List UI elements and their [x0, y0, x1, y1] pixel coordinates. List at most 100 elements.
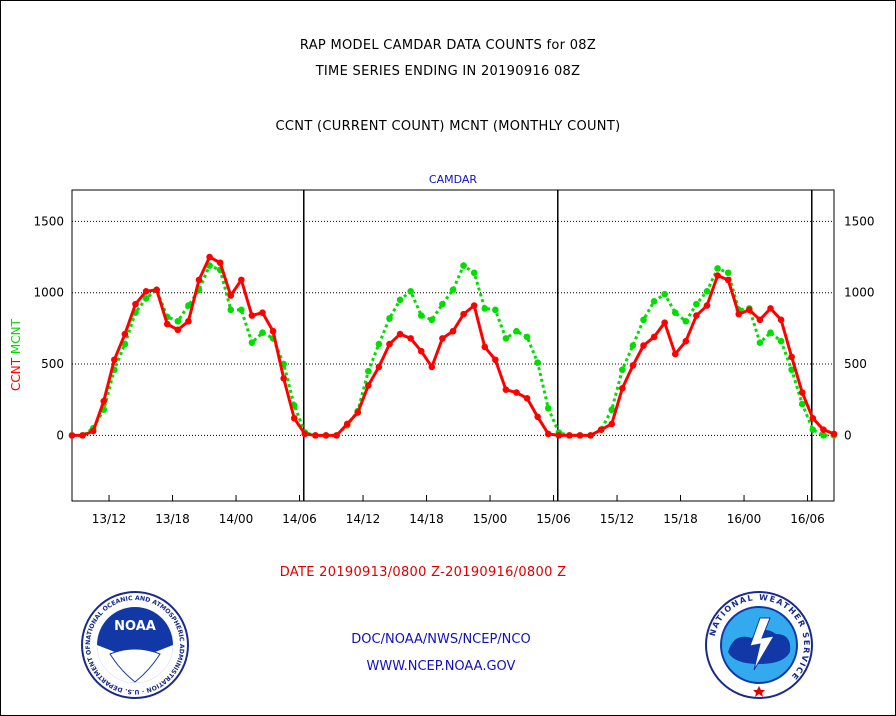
point-ccnt [269, 327, 277, 335]
point-mcnt [640, 316, 647, 324]
noaa-logo: NOAA NATIONAL OCEANIC AND ATMOSPHERIC AD… [80, 590, 189, 699]
nws-logo: NATIONAL WEATHER SERVICE [705, 591, 813, 699]
point-mcnt [407, 287, 414, 295]
point-mcnt [227, 306, 235, 314]
point-mcnt [470, 269, 478, 277]
point-ccnt [820, 426, 827, 433]
point-ccnt [216, 259, 224, 267]
x-tick-label: 13/18 [155, 512, 190, 526]
point-mcnt [661, 290, 668, 298]
point-mcnt [460, 262, 467, 269]
point-ccnt [396, 330, 404, 338]
chart-title-line2: TIME SERIES ENDING IN 20190916 08Z [315, 64, 581, 79]
point-mcnt [724, 269, 732, 277]
point-mcnt [703, 287, 711, 295]
point-mcnt [365, 367, 372, 375]
point-ccnt [513, 389, 520, 396]
point-ccnt [735, 310, 743, 318]
point-ccnt [100, 397, 108, 405]
point-mcnt [534, 359, 541, 366]
point-ccnt [756, 316, 764, 324]
y-axis-label-mcnt: MCNT [9, 318, 23, 358]
point-ccnt [68, 432, 76, 439]
point-ccnt [629, 362, 637, 369]
point-ccnt [724, 276, 732, 284]
point-mcnt [174, 317, 182, 325]
point-ccnt [523, 394, 531, 402]
point-ccnt [185, 317, 192, 325]
point-mcnt [756, 339, 764, 346]
point-ccnt [142, 287, 150, 295]
point-mcnt [544, 404, 552, 412]
point-mcnt [513, 327, 520, 335]
point-ccnt [502, 386, 510, 394]
footer-url-label: WWW.NCEP.NOAA.GOV [366, 659, 516, 674]
point-mcnt [619, 366, 626, 374]
point-ccnt [227, 292, 235, 299]
point-ccnt [301, 430, 309, 438]
point-ccnt [375, 363, 383, 371]
y-tick-label-right: 1000 [844, 286, 875, 300]
point-ccnt [312, 432, 319, 439]
chart-title-line1: RAP MODEL CAMDAR DATA COUNTS for 08Z [299, 38, 597, 53]
point-ccnt [439, 335, 446, 342]
point-mcnt [767, 329, 774, 336]
point-ccnt [640, 342, 647, 349]
point-mcnt [417, 312, 425, 319]
point-ccnt [597, 426, 605, 433]
point-mcnt [449, 286, 457, 294]
point-ccnt [767, 305, 774, 312]
y-tick-label-right: 0 [844, 428, 852, 442]
point-mcnt [481, 305, 489, 312]
point-mcnt [396, 296, 404, 304]
point-mcnt [238, 306, 245, 314]
y-tick-label-left: 1500 [33, 214, 64, 228]
y-tick-label-left: 500 [41, 357, 64, 371]
point-mcnt [809, 426, 817, 433]
y-axis-label-ccnt: CCNT [9, 357, 23, 391]
point-ccnt [544, 430, 552, 438]
plot-area [71, 189, 835, 502]
x-tick-label: 15/06 [536, 512, 571, 526]
point-ccnt [322, 432, 330, 439]
x-tick-label: 13/12 [92, 512, 127, 526]
point-ccnt [470, 302, 478, 309]
point-mcnt [693, 300, 700, 308]
point-mcnt [608, 406, 616, 413]
point-mcnt [121, 340, 129, 348]
point-mcnt [142, 295, 150, 302]
point-ccnt [682, 337, 690, 345]
point-ccnt [788, 353, 795, 361]
point-mcnt [788, 366, 795, 374]
point-ccnt [566, 432, 573, 439]
series-line-ccnt [72, 255, 835, 437]
point-mcnt [185, 302, 192, 309]
point-ccnt [650, 333, 658, 341]
point-ccnt [703, 302, 711, 309]
point-ccnt [206, 253, 213, 261]
point-ccnt [333, 432, 340, 439]
point-ccnt [121, 330, 129, 338]
point-ccnt [587, 432, 594, 439]
plot-title: CAMDAR [429, 173, 477, 186]
point-mcnt [248, 339, 256, 346]
point-ccnt [354, 409, 362, 416]
point-ccnt [714, 272, 721, 279]
point-mcnt [682, 317, 690, 325]
x-tick-label: 15/00 [473, 512, 508, 526]
point-ccnt [365, 382, 372, 389]
point-ccnt [576, 432, 584, 439]
point-ccnt [693, 312, 700, 319]
y-tick-label-right: 500 [844, 357, 867, 371]
noaa-logo-label: NOAA [114, 619, 156, 634]
point-ccnt [343, 420, 351, 428]
point-mcnt [386, 315, 393, 322]
point-ccnt [619, 384, 626, 392]
point-ccnt [809, 414, 817, 422]
x-tick-label: 16/00 [727, 512, 762, 526]
x-tick-label: 14/00 [219, 512, 254, 526]
x-tick-label: 14/06 [282, 512, 317, 526]
point-ccnt [830, 430, 838, 438]
point-mcnt [375, 340, 383, 348]
